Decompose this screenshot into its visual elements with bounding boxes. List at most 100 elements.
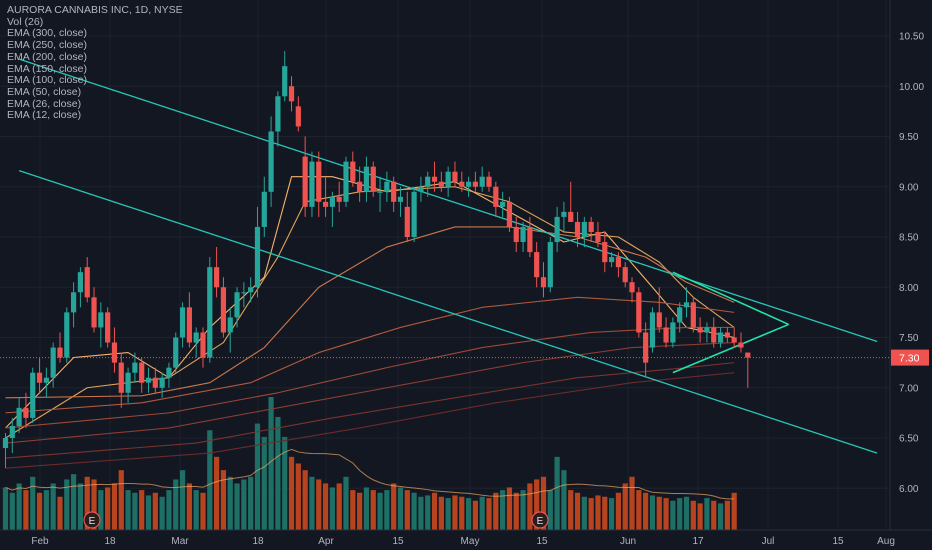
volume-bars xyxy=(2,397,737,530)
indicator-legend: AURORA CANNABIS INC, 1D, NYSE Vol (26) E… xyxy=(7,4,183,122)
candle-body xyxy=(717,332,724,343)
candle-body xyxy=(649,312,656,348)
legend-item[interactable]: EMA (50, close) xyxy=(7,85,82,98)
candle-body xyxy=(404,206,410,237)
candles xyxy=(2,51,751,469)
volume-bar xyxy=(547,490,553,530)
volume-bar xyxy=(574,492,581,530)
volume-bar xyxy=(2,487,9,530)
volume-bar xyxy=(309,476,315,530)
y-tick-label: 10.00 xyxy=(899,82,924,93)
candle-body xyxy=(2,438,9,449)
last-price-badge xyxy=(891,349,929,366)
legend-item[interactable]: Vol (26) xyxy=(7,15,44,28)
ema-line xyxy=(5,372,735,469)
legend-item[interactable]: EMA (200, close) xyxy=(7,50,87,63)
candle-body xyxy=(111,342,118,363)
volume-bar xyxy=(608,498,615,530)
volume-bar xyxy=(111,483,118,530)
volume-bar xyxy=(91,479,97,530)
candle-body xyxy=(581,221,587,237)
legend-item[interactable]: EMA (100, close) xyxy=(7,74,87,87)
earnings-marker: E xyxy=(83,511,101,529)
x-tick-label: 17 xyxy=(692,536,704,547)
candle-body xyxy=(350,161,356,182)
candle-body xyxy=(513,226,519,243)
volume-bar xyxy=(105,487,111,530)
candle-body xyxy=(370,166,376,192)
candle-body xyxy=(411,191,417,237)
candle-body xyxy=(690,302,696,328)
candle-body xyxy=(261,191,267,227)
candle-body xyxy=(214,267,220,288)
volume-bar xyxy=(568,490,574,530)
candle-body xyxy=(57,347,63,358)
candle-body xyxy=(125,372,131,393)
candle-body xyxy=(704,327,710,333)
candle-body xyxy=(595,231,601,243)
candle-body xyxy=(465,181,472,187)
volume-bar xyxy=(472,500,478,530)
volume-bar xyxy=(486,498,492,530)
legend-item[interactable]: EMA (150, close) xyxy=(7,62,87,75)
volume-bar xyxy=(43,490,49,530)
candle-body xyxy=(343,161,349,202)
candle-body xyxy=(391,181,397,202)
volume-bar xyxy=(711,500,717,530)
candle-body xyxy=(118,362,124,393)
price-axis[interactable]: 10.50 10.00 9.50 9.00 8.50 8.00 7.50 7.00 6.50 6.… xyxy=(0,0,929,530)
earnings-marker: E xyxy=(531,511,549,529)
time-axis[interactable]: Feb 18 Mar 18 Apr 15 May 15 Jun 17 Jul 15 Aug xyxy=(0,529,932,547)
volume-bar xyxy=(316,479,322,530)
trendlines xyxy=(18,58,878,454)
candle-body xyxy=(173,337,179,368)
x-tick-label: Jul xyxy=(762,536,775,547)
candle-body xyxy=(493,186,499,207)
volume-bar xyxy=(418,496,424,530)
candle-body xyxy=(745,352,751,358)
volume-bar xyxy=(717,503,724,530)
x-tick-label: 15 xyxy=(392,536,404,547)
volume-bar xyxy=(329,487,335,530)
volume-bar xyxy=(220,470,227,530)
legend-item[interactable]: EMA (300, close) xyxy=(7,27,87,40)
candle-body xyxy=(377,191,383,193)
candle-body xyxy=(282,66,288,97)
candle-body xyxy=(64,312,70,358)
candle-body xyxy=(445,171,451,187)
volume-bar xyxy=(98,490,104,530)
candle-body xyxy=(622,267,628,283)
x-tick-label: Aug xyxy=(877,536,895,547)
legend-item[interactable]: EMA (26, close) xyxy=(7,97,82,110)
volume-bar xyxy=(77,483,84,530)
candle-body xyxy=(472,181,478,187)
candle-body xyxy=(234,292,240,318)
volume-bar xyxy=(241,479,247,530)
volume-bar xyxy=(173,479,179,530)
candle-body xyxy=(677,307,683,323)
volume-bar xyxy=(166,490,172,530)
y-tick-label: 9.50 xyxy=(899,132,919,143)
candle-body xyxy=(71,292,77,313)
candle-body xyxy=(23,407,29,418)
volume-bar xyxy=(397,487,404,530)
volume-bar xyxy=(670,500,676,530)
candle-body xyxy=(506,201,513,227)
candle-body xyxy=(588,221,594,232)
ema-lines xyxy=(5,176,735,469)
volume-bar xyxy=(268,397,274,530)
volume-bar xyxy=(581,496,587,530)
candle-body xyxy=(397,196,404,202)
volume-bar xyxy=(207,430,213,530)
chart-title: AURORA CANNABIS INC, 1D, NYSE xyxy=(7,4,183,16)
legend-item[interactable]: EMA (12, close) xyxy=(7,109,82,122)
candle-body xyxy=(643,332,649,363)
y-tick-label: 7.50 xyxy=(899,333,919,344)
candle-body xyxy=(561,211,567,217)
candle-body xyxy=(268,131,274,192)
volume-bar xyxy=(554,456,560,530)
legend-item[interactable]: EMA (250, close) xyxy=(7,39,87,52)
volume-bar xyxy=(357,492,363,530)
volume-bar xyxy=(527,483,533,530)
